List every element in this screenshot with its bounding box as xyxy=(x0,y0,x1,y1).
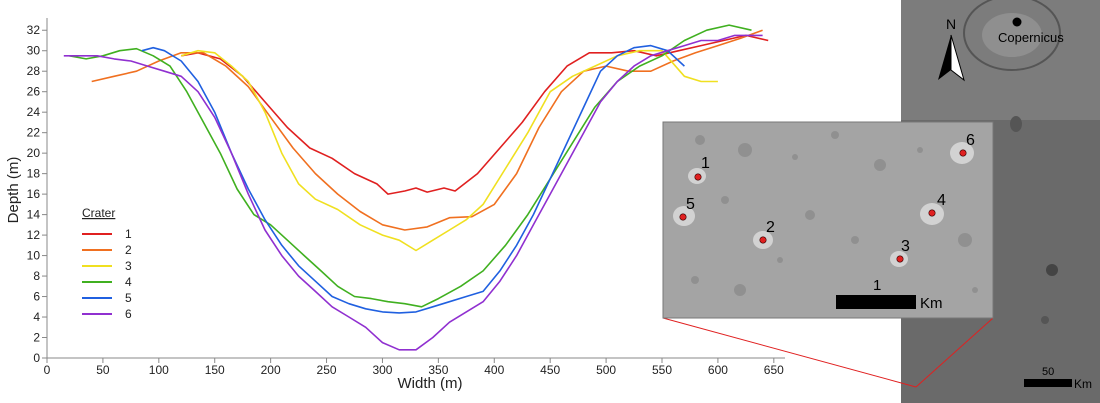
copernicus-label: Copernicus xyxy=(998,30,1064,45)
x-tick-label: 200 xyxy=(261,363,281,377)
inset-scale-bar xyxy=(836,295,916,309)
small-crater-shape xyxy=(1041,316,1049,324)
north-label: N xyxy=(946,16,956,32)
crater-marker-2 xyxy=(759,236,767,244)
legend: Crater 1 2 3 4 5 6 xyxy=(82,206,132,321)
series-lines xyxy=(63,24,769,351)
x-tick-label: 300 xyxy=(372,363,392,377)
legend-label-2: 2 xyxy=(125,243,132,257)
crater-label-5: 5 xyxy=(686,196,695,213)
crater-marker-4 xyxy=(928,209,936,217)
crater-marker-6 xyxy=(959,149,967,157)
x-tick-label: 600 xyxy=(708,363,728,377)
legend-label-6: 6 xyxy=(125,307,132,321)
series-line-1 xyxy=(181,34,769,195)
series-line-3 xyxy=(180,49,718,252)
inset-scale-number: 1 xyxy=(873,277,881,294)
legend-items: 1 2 3 4 5 6 xyxy=(82,227,132,321)
context-scale-unit: Km xyxy=(1074,377,1092,391)
legend-title: Crater xyxy=(82,206,115,220)
inset-crater-markers: 1 2 3 4 5 6 xyxy=(679,132,975,263)
x-tick-label: 500 xyxy=(596,363,616,377)
legend-label-3: 3 xyxy=(125,259,132,273)
y-tick-label: 32 xyxy=(27,23,41,37)
y-tick-label: 2 xyxy=(33,331,40,345)
x-ticks: 0 50 100 150 200 250 300 350 400 450 500 550 600 650 xyxy=(44,358,784,377)
inset-connector-right xyxy=(915,317,994,388)
y-tick-label: 6 xyxy=(33,290,40,304)
small-crater-shape xyxy=(1010,116,1022,132)
context-scale-number: 50 xyxy=(1042,366,1054,378)
y-axis-title: Depth (m) xyxy=(5,157,22,224)
y-tick-label: 18 xyxy=(27,167,41,181)
x-tick-label: 650 xyxy=(764,363,784,377)
legend-label-1: 1 xyxy=(125,227,132,241)
x-tick-label: 450 xyxy=(540,363,560,377)
series-line-6 xyxy=(63,34,763,351)
depth-profile-chart: 0 50 100 150 200 250 300 350 400 450 500 550 600 650 … xyxy=(5,18,785,392)
inset-image: 1 2 3 4 5 6 1 Km xyxy=(662,121,994,319)
x-tick-label: 350 xyxy=(428,363,448,377)
north-arrow-icon xyxy=(938,34,965,82)
small-crater-shape xyxy=(1046,264,1058,276)
crater-marker-1 xyxy=(694,173,702,181)
crater-label-6: 6 xyxy=(966,132,975,149)
x-axis-title: Width (m) xyxy=(398,375,463,392)
y-tick-label: 16 xyxy=(27,187,41,201)
y-tick-label: 4 xyxy=(33,310,40,324)
x-tick-label: 150 xyxy=(205,363,225,377)
x-tick-label: 400 xyxy=(484,363,504,377)
y-tick-label: 14 xyxy=(27,208,41,222)
inset-scale-unit: Km xyxy=(920,295,943,312)
x-tick-label: 100 xyxy=(149,363,169,377)
y-tick-label: 22 xyxy=(27,126,41,140)
y-tick-label: 0 xyxy=(33,351,40,365)
crater-label-3: 3 xyxy=(901,238,910,255)
y-tick-label: 28 xyxy=(27,64,41,78)
legend-label-5: 5 xyxy=(125,291,132,305)
y-tick-label: 12 xyxy=(27,228,41,242)
copernicus-marker xyxy=(1012,17,1022,27)
y-tick-label: 24 xyxy=(27,105,41,119)
series-line-5 xyxy=(141,44,685,314)
crater-label-1: 1 xyxy=(701,155,710,172)
crater-marker-5 xyxy=(679,213,687,221)
x-tick-label: 50 xyxy=(96,363,110,377)
crater-marker-3 xyxy=(896,255,904,263)
copernicus-crater-floor xyxy=(982,13,1042,57)
crater-label-2: 2 xyxy=(766,219,775,236)
inset-connector-left xyxy=(662,317,917,388)
inset-background xyxy=(662,121,994,319)
x-tick-label: 250 xyxy=(317,363,337,377)
context-scale-bar xyxy=(1024,379,1072,387)
y-tick-label: 8 xyxy=(33,269,40,283)
x-tick-label: 550 xyxy=(652,363,672,377)
y-tick-label: 20 xyxy=(27,146,41,160)
series-line-2 xyxy=(91,29,763,231)
y-tick-label: 30 xyxy=(27,44,41,58)
x-tick-label: 0 xyxy=(44,363,51,377)
crater-label-4: 4 xyxy=(937,192,946,209)
y-tick-label: 26 xyxy=(27,85,41,99)
y-tick-label: 10 xyxy=(27,249,41,263)
legend-label-4: 4 xyxy=(125,275,132,289)
series-line-4 xyxy=(69,24,752,308)
